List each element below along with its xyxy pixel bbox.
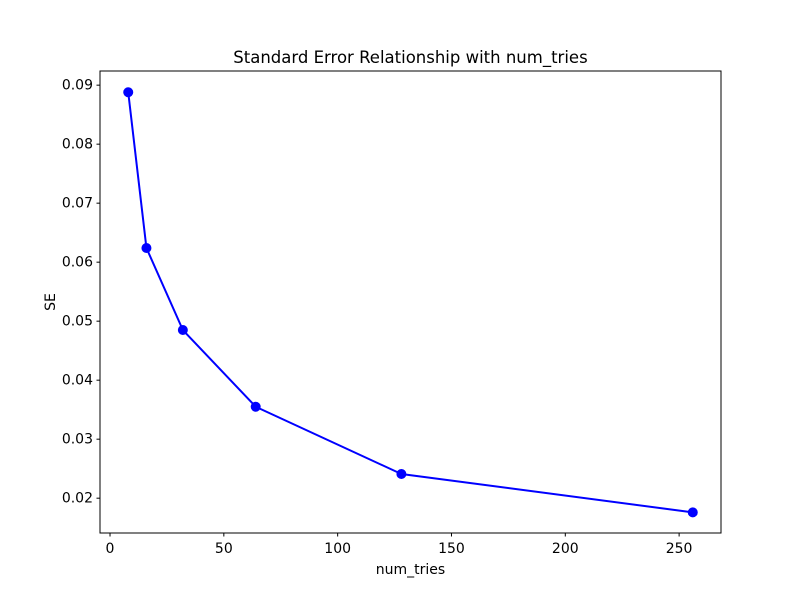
x-tick-label: 100 bbox=[324, 541, 351, 557]
y-tick-label: 0.04 bbox=[62, 373, 93, 389]
series-line bbox=[127, 91, 694, 514]
y-axis-label: SE bbox=[43, 293, 59, 311]
x-tick-label: 0 bbox=[106, 541, 115, 557]
data-point-marker bbox=[177, 325, 188, 336]
data-series bbox=[123, 87, 698, 518]
x-tick-label: 150 bbox=[438, 541, 465, 557]
chart-title: Standard Error Relationship with num_tri… bbox=[233, 48, 587, 68]
y-tick-label: 0.08 bbox=[62, 137, 93, 153]
x-tick-label: 50 bbox=[215, 541, 233, 557]
data-point-marker bbox=[250, 401, 261, 412]
y-tick-label: 0.02 bbox=[62, 491, 93, 507]
y-axis-ticks: 0.02 0.03 0.04 0.05 0.06 0.07 0.08 0.09 bbox=[62, 78, 100, 507]
y-tick-label: 0.06 bbox=[62, 255, 93, 271]
data-point-marker bbox=[123, 87, 134, 98]
x-tick-label: 200 bbox=[552, 541, 579, 557]
y-tick-label: 0.09 bbox=[62, 78, 93, 94]
data-point-marker bbox=[687, 507, 698, 518]
x-axis-label: num_tries bbox=[376, 562, 445, 578]
plot-area bbox=[99, 70, 722, 534]
y-tick-label: 0.05 bbox=[62, 314, 93, 330]
y-tick-label: 0.03 bbox=[62, 432, 93, 448]
data-point-marker bbox=[396, 468, 407, 479]
x-axis-ticks: 0 50 100 150 200 250 bbox=[106, 533, 693, 557]
data-point-marker bbox=[141, 243, 152, 254]
y-tick-label: 0.07 bbox=[62, 196, 93, 212]
x-tick-label: 250 bbox=[666, 541, 693, 557]
